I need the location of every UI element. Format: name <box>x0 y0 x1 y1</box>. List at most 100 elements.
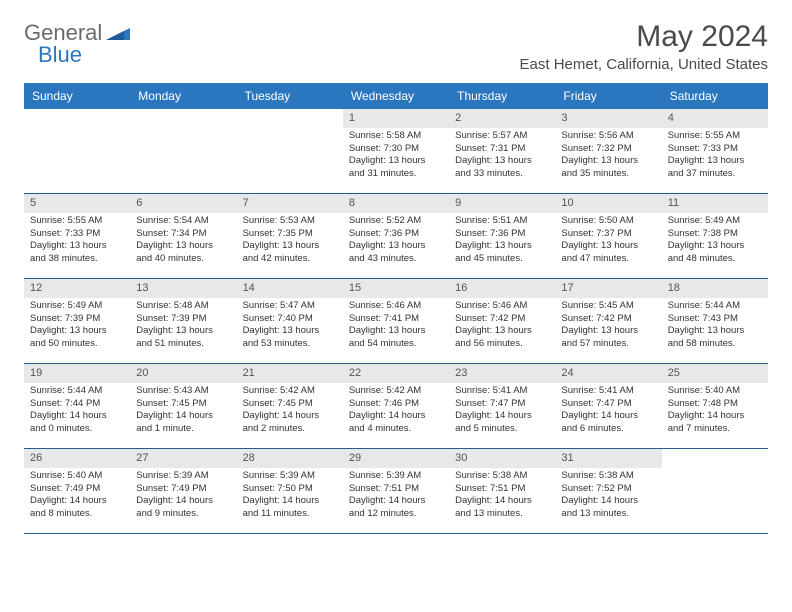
sunset-text: Sunset: 7:42 PM <box>561 313 655 326</box>
daylight-text: Daylight: 14 hours and 11 minutes. <box>243 495 337 521</box>
day-body: Sunrise: 5:43 AMSunset: 7:45 PMDaylight:… <box>130 383 236 442</box>
day-cell: 27Sunrise: 5:39 AMSunset: 7:49 PMDayligh… <box>130 449 236 533</box>
day-body: Sunrise: 5:50 AMSunset: 7:37 PMDaylight:… <box>555 213 661 272</box>
sunset-text: Sunset: 7:48 PM <box>668 398 762 411</box>
day-number: 31 <box>555 449 661 468</box>
sunrise-text: Sunrise: 5:47 AM <box>243 300 337 313</box>
sunrise-text: Sunrise: 5:41 AM <box>561 385 655 398</box>
day-cell: 10Sunrise: 5:50 AMSunset: 7:37 PMDayligh… <box>555 194 661 278</box>
day-number: 23 <box>449 364 555 383</box>
weekday-header: Tuesday <box>237 83 343 109</box>
sunset-text: Sunset: 7:39 PM <box>136 313 230 326</box>
sunrise-text: Sunrise: 5:56 AM <box>561 130 655 143</box>
day-cell: 11Sunrise: 5:49 AMSunset: 7:38 PMDayligh… <box>662 194 768 278</box>
sunrise-text: Sunrise: 5:38 AM <box>455 470 549 483</box>
weekday-header: Sunday <box>24 83 130 109</box>
logo-triangle-icon <box>106 22 130 45</box>
sunset-text: Sunset: 7:42 PM <box>455 313 549 326</box>
location-text: East Hemet, California, United States <box>520 56 768 73</box>
weeks-container: 1Sunrise: 5:58 AMSunset: 7:30 PMDaylight… <box>24 109 768 534</box>
daylight-text: Daylight: 14 hours and 13 minutes. <box>561 495 655 521</box>
daylight-text: Daylight: 14 hours and 13 minutes. <box>455 495 549 521</box>
day-body: Sunrise: 5:46 AMSunset: 7:41 PMDaylight:… <box>343 298 449 357</box>
day-number: 3 <box>555 109 661 128</box>
day-cell: 20Sunrise: 5:43 AMSunset: 7:45 PMDayligh… <box>130 364 236 448</box>
day-cell: 30Sunrise: 5:38 AMSunset: 7:51 PMDayligh… <box>449 449 555 533</box>
sunset-text: Sunset: 7:52 PM <box>561 483 655 496</box>
sunrise-text: Sunrise: 5:51 AM <box>455 215 549 228</box>
weekday-header: Saturday <box>662 83 768 109</box>
day-cell <box>662 449 768 533</box>
day-number: 11 <box>662 194 768 213</box>
day-body: Sunrise: 5:42 AMSunset: 7:46 PMDaylight:… <box>343 383 449 442</box>
sunset-text: Sunset: 7:34 PM <box>136 228 230 241</box>
daylight-text: Daylight: 13 hours and 31 minutes. <box>349 155 443 181</box>
day-body: Sunrise: 5:55 AMSunset: 7:33 PMDaylight:… <box>24 213 130 272</box>
calendar: SundayMondayTuesdayWednesdayThursdayFrid… <box>24 83 768 534</box>
day-body: Sunrise: 5:44 AMSunset: 7:44 PMDaylight:… <box>24 383 130 442</box>
sunset-text: Sunset: 7:37 PM <box>561 228 655 241</box>
sunset-text: Sunset: 7:45 PM <box>136 398 230 411</box>
daylight-text: Daylight: 13 hours and 53 minutes. <box>243 325 337 351</box>
week-row: 12Sunrise: 5:49 AMSunset: 7:39 PMDayligh… <box>24 279 768 364</box>
day-cell: 17 Sunrise: 5:45 AMSunset: 7:42 PMDayligh… <box>555 279 661 363</box>
day-body: Sunrise: 5:44 AMSunset: 7:43 PMDaylight:… <box>662 298 768 357</box>
day-body: Sunrise: 5:39 AMSunset: 7:49 PMDaylight:… <box>130 468 236 527</box>
day-number: 29 <box>343 449 449 468</box>
daylight-text: Daylight: 14 hours and 1 minute. <box>136 410 230 436</box>
day-cell: 14Sunrise: 5:47 AMSunset: 7:40 PMDayligh… <box>237 279 343 363</box>
day-body: Sunrise: 5:41 AMSunset: 7:47 PMDaylight:… <box>449 383 555 442</box>
daylight-text: Daylight: 13 hours and 47 minutes. <box>561 240 655 266</box>
day-body: Sunrise: 5:46 AMSunset: 7:42 PMDaylight:… <box>449 298 555 357</box>
day-cell <box>130 109 236 193</box>
day-number: 7 <box>237 194 343 213</box>
daylight-text: Daylight: 13 hours and 48 minutes. <box>668 240 762 266</box>
sunset-text: Sunset: 7:41 PM <box>349 313 443 326</box>
weekday-header: Friday <box>555 83 661 109</box>
day-body: Sunrise: 5:38 AMSunset: 7:51 PMDaylight:… <box>449 468 555 527</box>
sunset-text: Sunset: 7:39 PM <box>30 313 124 326</box>
day-number: 17 <box>555 279 661 298</box>
daylight-text: Daylight: 14 hours and 12 minutes. <box>349 495 443 521</box>
week-row: 19Sunrise: 5:44 AMSunset: 7:44 PMDayligh… <box>24 364 768 449</box>
day-body: Sunrise: 5:56 AMSunset: 7:32 PMDaylight:… <box>555 128 661 187</box>
sunset-text: Sunset: 7:43 PM <box>668 313 762 326</box>
day-cell: 23Sunrise: 5:41 AMSunset: 7:47 PMDayligh… <box>449 364 555 448</box>
logo-text-blue: Blue <box>38 42 82 68</box>
sunrise-text: Sunrise: 5:42 AM <box>349 385 443 398</box>
day-number: 13 <box>130 279 236 298</box>
sunrise-text: Sunrise: 5:40 AM <box>30 470 124 483</box>
sunset-text: Sunset: 7:50 PM <box>243 483 337 496</box>
daylight-text: Daylight: 13 hours and 43 minutes. <box>349 240 443 266</box>
sunset-text: Sunset: 7:51 PM <box>455 483 549 496</box>
daylight-text: Daylight: 13 hours and 57 minutes. <box>561 325 655 351</box>
sunrise-text: Sunrise: 5:42 AM <box>243 385 337 398</box>
daylight-text: Daylight: 13 hours and 42 minutes. <box>243 240 337 266</box>
sunrise-text: Sunrise: 5:45 AM <box>561 300 655 313</box>
sunset-text: Sunset: 7:32 PM <box>561 143 655 156</box>
daylight-text: Daylight: 13 hours and 40 minutes. <box>136 240 230 266</box>
day-number: 21 <box>237 364 343 383</box>
weekday-header-row: SundayMondayTuesdayWednesdayThursdayFrid… <box>24 83 768 109</box>
day-body: Sunrise: 5:49 AMSunset: 7:38 PMDaylight:… <box>662 213 768 272</box>
sunset-text: Sunset: 7:33 PM <box>30 228 124 241</box>
day-number: 5 <box>24 194 130 213</box>
day-cell: 6Sunrise: 5:54 AMSunset: 7:34 PMDaylight… <box>130 194 236 278</box>
daylight-text: Daylight: 13 hours and 56 minutes. <box>455 325 549 351</box>
day-cell: 19Sunrise: 5:44 AMSunset: 7:44 PMDayligh… <box>24 364 130 448</box>
daylight-text: Daylight: 13 hours and 51 minutes. <box>136 325 230 351</box>
sunrise-text: Sunrise: 5:48 AM <box>136 300 230 313</box>
day-cell: 4Sunrise: 5:55 AMSunset: 7:33 PMDaylight… <box>662 109 768 193</box>
day-number: 24 <box>555 364 661 383</box>
day-cell: 13 Sunrise: 5:48 AMSunset: 7:39 PMDayligh… <box>130 279 236 363</box>
daylight-text: Daylight: 13 hours and 37 minutes. <box>668 155 762 181</box>
day-body: Sunrise: 5:54 AMSunset: 7:34 PMDaylight:… <box>130 213 236 272</box>
day-number: 9 <box>449 194 555 213</box>
day-body: Sunrise: 5:39 AMSunset: 7:50 PMDaylight:… <box>237 468 343 527</box>
daylight-text: Daylight: 13 hours and 35 minutes. <box>561 155 655 181</box>
day-cell <box>24 109 130 193</box>
sunset-text: Sunset: 7:47 PM <box>455 398 549 411</box>
day-number: 16 <box>449 279 555 298</box>
day-body: Sunrise: 5:42 AMSunset: 7:45 PMDaylight:… <box>237 383 343 442</box>
day-number: 12 <box>24 279 130 298</box>
